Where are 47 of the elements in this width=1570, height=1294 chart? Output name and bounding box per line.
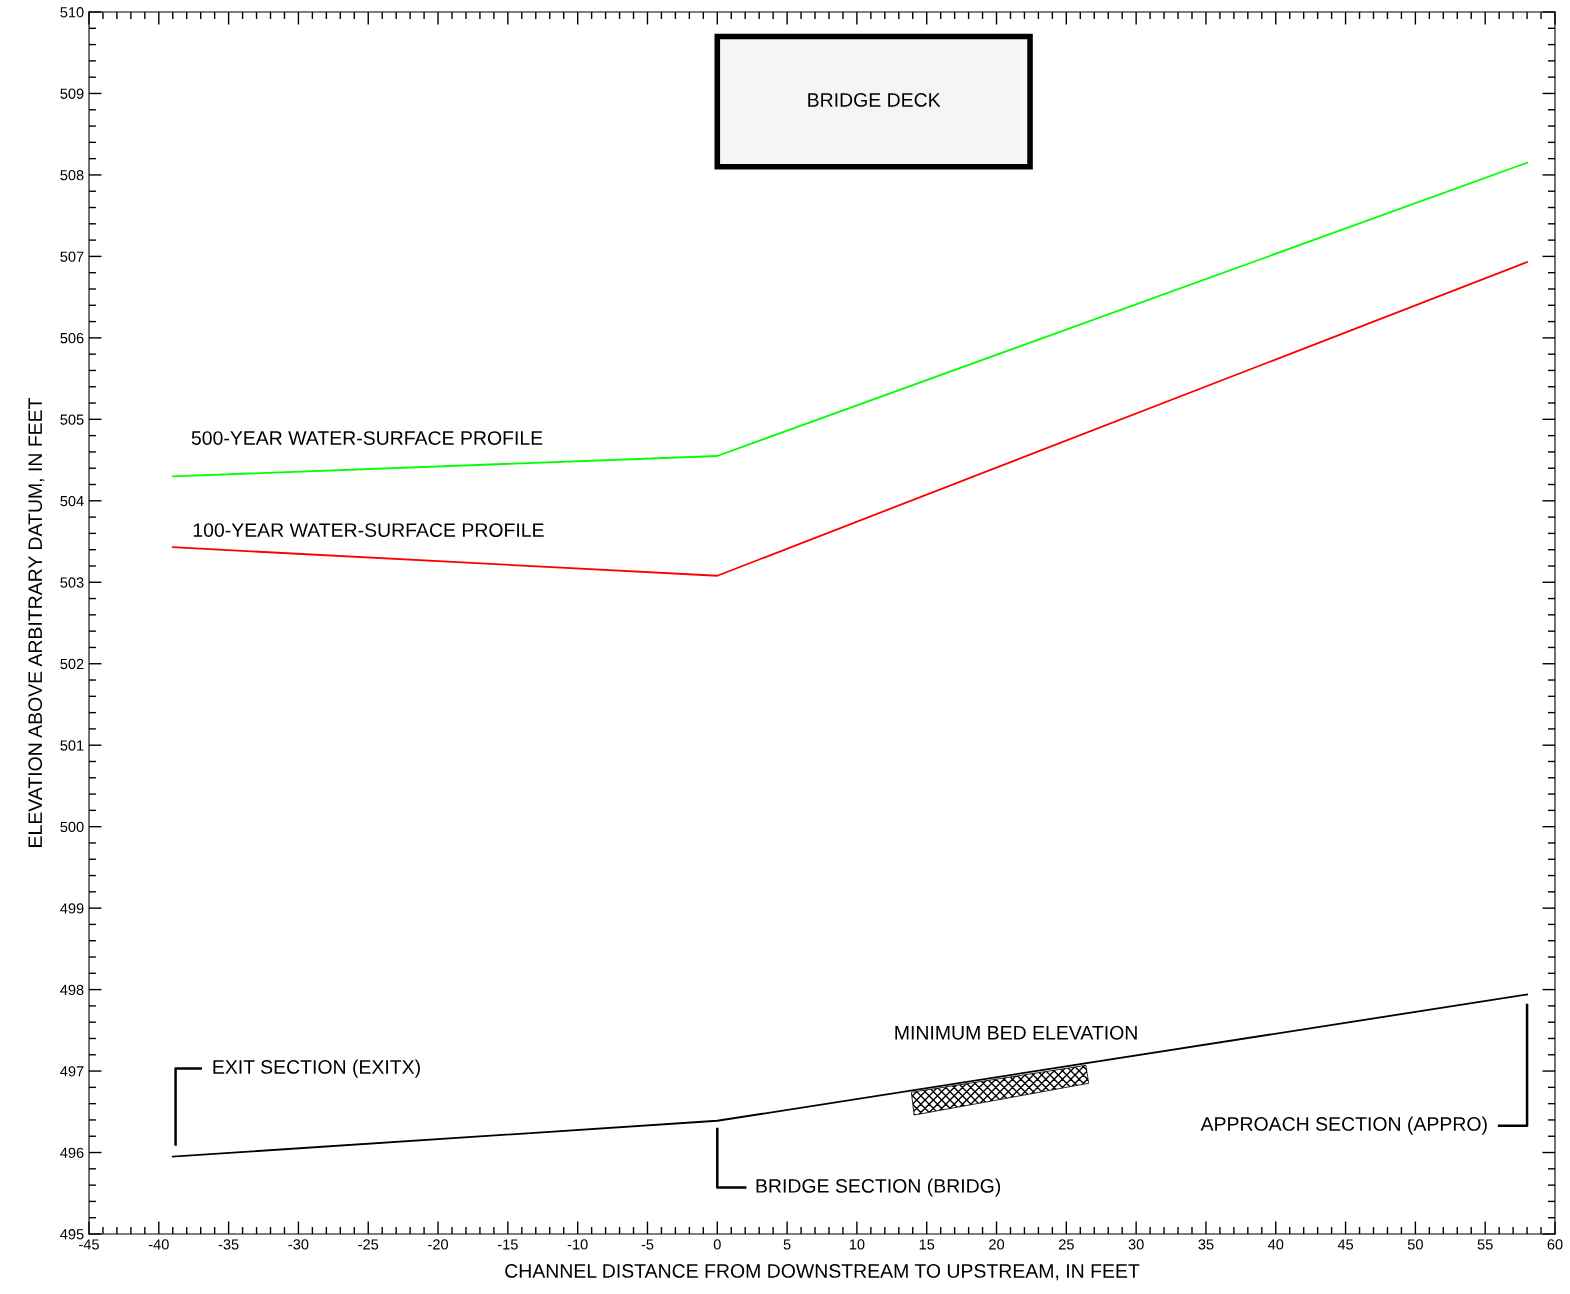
- x-tick-label: 40: [1267, 1239, 1284, 1250]
- y-tick-label: 497: [60, 1066, 84, 1077]
- y-tick-label: 502: [60, 658, 84, 670]
- x-tick-label: 5: [783, 1239, 791, 1250]
- y-tick-label: 510: [60, 7, 84, 18]
- x-tick-label: -35: [218, 1239, 239, 1250]
- x-tick-label: 60: [1547, 1239, 1563, 1250]
- x-tick-label: 35: [1198, 1239, 1214, 1250]
- x-axis-title: CHANNEL DISTANCE FROM DOWNSTREAM TO UPSTREAM, IN FEET: [505, 1264, 1140, 1281]
- annotation: MINIMUM BED ELEVATION: [895, 1025, 1137, 1040]
- x-tick-label: -25: [358, 1239, 379, 1250]
- x-tick-label: 0: [713, 1239, 721, 1250]
- x-tick-label: -5: [641, 1239, 654, 1250]
- x-tick-label: 45: [1337, 1239, 1354, 1250]
- annotation: EXIT SECTION (EXITX): [213, 1059, 420, 1078]
- series-label: 500-YEAR WATER-SURFACE PROFILE: [191, 431, 543, 445]
- x-tick-label: 30: [1128, 1239, 1144, 1250]
- x-tick-label: -30: [288, 1239, 309, 1250]
- x-tick-label: 25: [1058, 1239, 1074, 1250]
- x-tick-label: 20: [989, 1239, 1005, 1250]
- y-tick-label: 509: [60, 88, 84, 99]
- x-tick-label: 50: [1407, 1239, 1423, 1250]
- y-tick-label: 499: [60, 903, 84, 914]
- annotation: APPROACH SECTION (APPRO): [1200, 1116, 1487, 1135]
- series-label: 100-YEAR WATER-SURFACE PROFILE: [193, 523, 544, 537]
- annotation: BRIDGE SECTION (BRIDG): [756, 1178, 1001, 1197]
- x-tick-label: -15: [497, 1239, 518, 1250]
- y-tick-label: 508: [60, 170, 84, 181]
- x-tick-label: 10: [849, 1239, 865, 1250]
- x-tick-label: 55: [1477, 1239, 1493, 1250]
- y-tick-label: 507: [60, 251, 84, 262]
- y-tick-label: 495: [60, 1229, 84, 1240]
- x-tick-label: -45: [79, 1239, 99, 1250]
- y-tick-label: 504: [60, 495, 84, 507]
- y-axis-title: ELEVATION ABOVE ARBITRARY DATUM, IN FEET: [28, 397, 45, 847]
- y-tick-label: 498: [60, 984, 84, 996]
- x-tick-label: -10: [567, 1239, 588, 1250]
- y-tick-label: 501: [60, 740, 84, 751]
- x-tick-label: -40: [148, 1239, 169, 1250]
- x-tick-label: -20: [428, 1239, 449, 1250]
- y-tick-label: 500: [60, 821, 84, 833]
- y-tick-label: 503: [60, 577, 84, 588]
- annotation: BRIDGE DECK: [808, 93, 941, 107]
- x-tick-label: 15: [919, 1239, 935, 1250]
- y-tick-label: 496: [60, 1147, 84, 1158]
- y-tick-label: 505: [60, 414, 84, 425]
- y-tick-label: 506: [60, 332, 84, 344]
